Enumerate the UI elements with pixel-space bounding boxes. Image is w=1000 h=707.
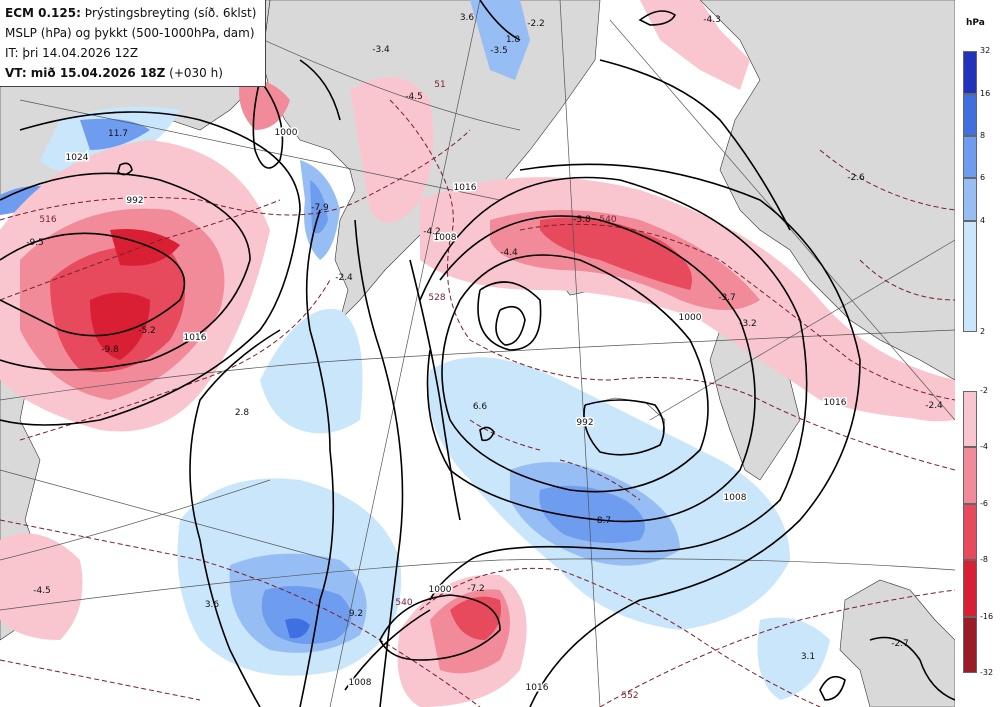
- pressure-change-label-0: 3.6: [460, 13, 475, 23]
- isobar-label-12: 1024: [66, 153, 89, 163]
- colorbar-legend: [955, 0, 1000, 707]
- legend-tick-neg2: -2: [980, 386, 988, 395]
- legend-swatch-neg-3: [963, 560, 977, 617]
- legend-tick-neg6: -6: [980, 499, 988, 508]
- isobar-label-1: 992: [126, 196, 143, 206]
- pressure-change-label-15: -3.2: [739, 319, 757, 329]
- legend-tick-2: 2: [980, 327, 986, 336]
- legend-swatch-neg-0: [963, 391, 977, 447]
- isobar-label-10: 1008: [349, 678, 372, 688]
- valid-time: VT: mið 15.04.2026 18Z: [5, 66, 166, 80]
- pressure-change-label-20: 2.8: [235, 408, 250, 418]
- isobar-label-11: 1016: [526, 683, 549, 693]
- thickness-label-3: 516: [39, 215, 56, 225]
- thickness-labels: 540 540 528 516 552 51: [39, 80, 638, 701]
- pressure-change-label-28: -7.9: [311, 203, 329, 213]
- fields-line: MSLP (hPa) og þykkt (500-1000hPa, dam): [5, 26, 255, 40]
- legend-tick-neg4: -4: [980, 442, 988, 451]
- legend-swatch-pos-4: [963, 221, 977, 332]
- pressure-change-label-5: 1.8: [506, 35, 521, 45]
- pressure-change-label-6: -4.5: [405, 92, 423, 102]
- pressure-change-label-13: -2.4: [335, 273, 353, 283]
- pressure-change-label-7: 11.7: [108, 129, 128, 139]
- pressure-change-label-16: -5.2: [138, 326, 156, 336]
- thickness-label-1: 540: [395, 598, 412, 608]
- legend-tick-8: 8: [980, 131, 986, 140]
- pressure-change-label-23: -7.2: [467, 584, 485, 594]
- graticule: [0, 0, 955, 707]
- legend-unit: hPa: [966, 18, 985, 28]
- legend-tick-4: 4: [980, 216, 986, 225]
- pressure-change-label-19: -2.4: [925, 401, 943, 411]
- pressure-change-label-21: 8.7: [597, 516, 611, 526]
- map-canvas: 1016 992 1000 1016 1008 992 1000 1016 1008 1000 10…: [0, 0, 955, 707]
- pressure-change-label-8: -2.6: [847, 173, 865, 183]
- pressure-change-label-27: -2.7: [891, 639, 909, 649]
- model-name: ECM 0.125:: [5, 6, 81, 20]
- thickness-label-2: 528: [428, 293, 445, 303]
- isobar-label-6: 1000: [679, 313, 702, 323]
- isobar-label-5: 992: [576, 418, 593, 428]
- legend-swatch-pos-0: [963, 51, 977, 94]
- weather-map: 1016 992 1000 1016 1008 992 1000 1016 1008 1000 10…: [0, 0, 955, 707]
- map-info-box: ECM 0.125: Þrýstingsbreyting (síð. 6klst…: [0, 0, 266, 87]
- legend-swatch-neg-2: [963, 504, 977, 560]
- isobars: [0, 0, 955, 707]
- isobar-labels: 1016 992 1000 1016 1008 992 1000 1016 1008 1000 10…: [64, 127, 848, 695]
- thickness-label-0: 540: [599, 215, 616, 225]
- pressure-change-label-24: 3.6: [205, 600, 220, 610]
- isobar-label-0: 1016: [184, 333, 207, 343]
- legend-swatch-neg-4: [963, 617, 977, 673]
- init-time: IT: þri 14.04.2026 12Z: [5, 46, 139, 60]
- thickness-contours: [0, 99, 955, 707]
- forecast-hour: (+030 h): [165, 66, 223, 80]
- legend-tick-neg8: -8: [980, 555, 988, 564]
- pressure-change-shading: [0, 0, 955, 707]
- pressure-change-label-17: -9.8: [101, 345, 119, 355]
- isobar-label-7: 1016: [824, 398, 847, 408]
- pressure-change-label-3: -3.4: [372, 45, 390, 55]
- isobar-label-3: 1016: [454, 183, 477, 193]
- legend-tick-neg16: -16: [980, 612, 994, 621]
- pressure-change-label-11: -4.4: [500, 248, 518, 258]
- pressure-change-label-2: -4.3: [703, 15, 721, 25]
- isobar-label-8: 1008: [724, 493, 747, 503]
- pressure-change-label-18: 6.6: [473, 402, 488, 412]
- pressure-change-label-4: -3.5: [490, 46, 508, 56]
- pressure-change-label-22: -4.5: [33, 586, 51, 596]
- thickness-label-5: 51: [434, 80, 445, 90]
- pressure-change-label-12: -9.5: [26, 238, 44, 248]
- legend-tick-neg32: -32: [980, 668, 994, 677]
- isobar-label-2: 1000: [275, 128, 298, 138]
- pressure-change-labels: 3.6 -2.2 -4.3 -3.4 -3.51.8 -4.5 11.7 -2.6 -4.2 -5…: [26, 13, 943, 662]
- legend-swatch-neg-1: [963, 447, 977, 504]
- isobar-label-9: 1000: [429, 585, 452, 595]
- pressure-change-label-9: -4.2: [423, 227, 441, 237]
- legend-swatch-pos-2: [963, 136, 977, 178]
- legend-tick-6: 6: [980, 173, 986, 182]
- pressure-change-label-26: 3.1: [801, 652, 815, 662]
- valid-time-line: VT: mið 15.04.2026 18Z (+030 h): [5, 63, 261, 83]
- title-line: ECM 0.125: Þrýstingsbreyting (síð. 6klst…: [5, 3, 261, 23]
- isobar-label-4: 1008: [434, 233, 457, 243]
- pressure-change-label-25: 9.2: [349, 609, 363, 619]
- legend-tick-32: 32: [980, 46, 991, 55]
- legend-tick-16: 16: [980, 89, 991, 98]
- scandinavia-land: [699, 0, 955, 381]
- field-name: Þrýstingsbreyting (síð. 6klst): [80, 6, 257, 20]
- thickness-label-4: 552: [621, 691, 638, 701]
- pressure-change-label-14: -3.7: [718, 293, 736, 303]
- legend-swatch-pos-3: [963, 178, 977, 221]
- pressure-change-label-10: -5.8: [573, 215, 591, 225]
- pressure-change-label-1: -2.2: [527, 19, 545, 29]
- legend-swatch-pos-1: [963, 94, 977, 136]
